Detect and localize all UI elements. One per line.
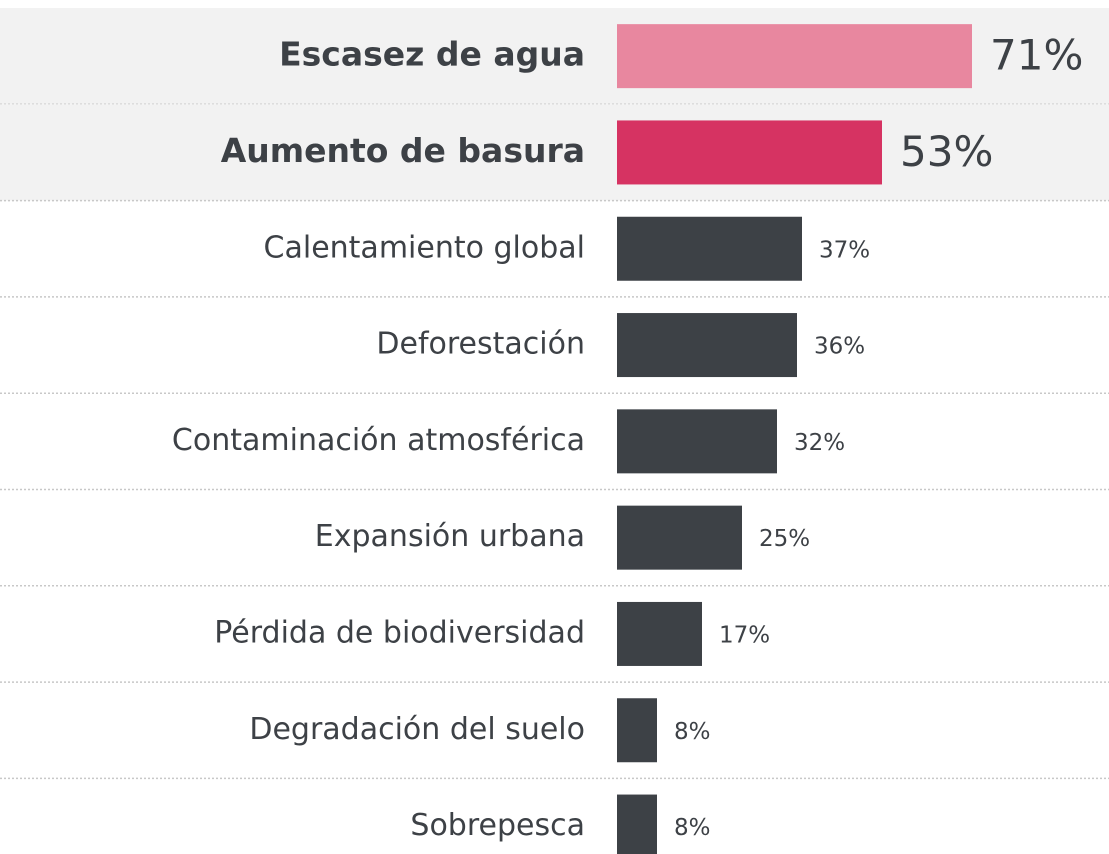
category-label: Sobrepesca (410, 808, 585, 843)
category-label: Escasez de agua (279, 35, 585, 74)
value-label: 8% (674, 815, 711, 841)
value-label: 53% (900, 127, 993, 176)
category-label: Deforestación (376, 327, 585, 362)
category-label: Aumento de basura (221, 131, 585, 170)
value-label: 71% (990, 31, 1083, 80)
value-label: 37% (819, 237, 870, 263)
bar (617, 409, 777, 474)
category-label: Pérdida de biodiversidad (214, 615, 585, 650)
value-label: 8% (674, 719, 711, 745)
bar (617, 120, 882, 185)
bar (617, 313, 797, 378)
bar (617, 216, 802, 281)
category-label: Degradación del suelo (249, 712, 585, 747)
value-label: 17% (719, 622, 770, 648)
value-label: 25% (759, 526, 810, 552)
bar (617, 698, 657, 763)
row-highlight (0, 104, 1109, 201)
bar (617, 24, 972, 89)
bar (617, 794, 657, 854)
category-label: Calentamiento global (264, 230, 585, 265)
bar (617, 505, 742, 570)
category-label: Contaminación atmosférica (172, 423, 585, 458)
category-label: Expansión urbana (315, 519, 585, 554)
bar (617, 601, 702, 666)
value-label: 32% (794, 430, 845, 456)
value-label: 36% (814, 334, 865, 360)
